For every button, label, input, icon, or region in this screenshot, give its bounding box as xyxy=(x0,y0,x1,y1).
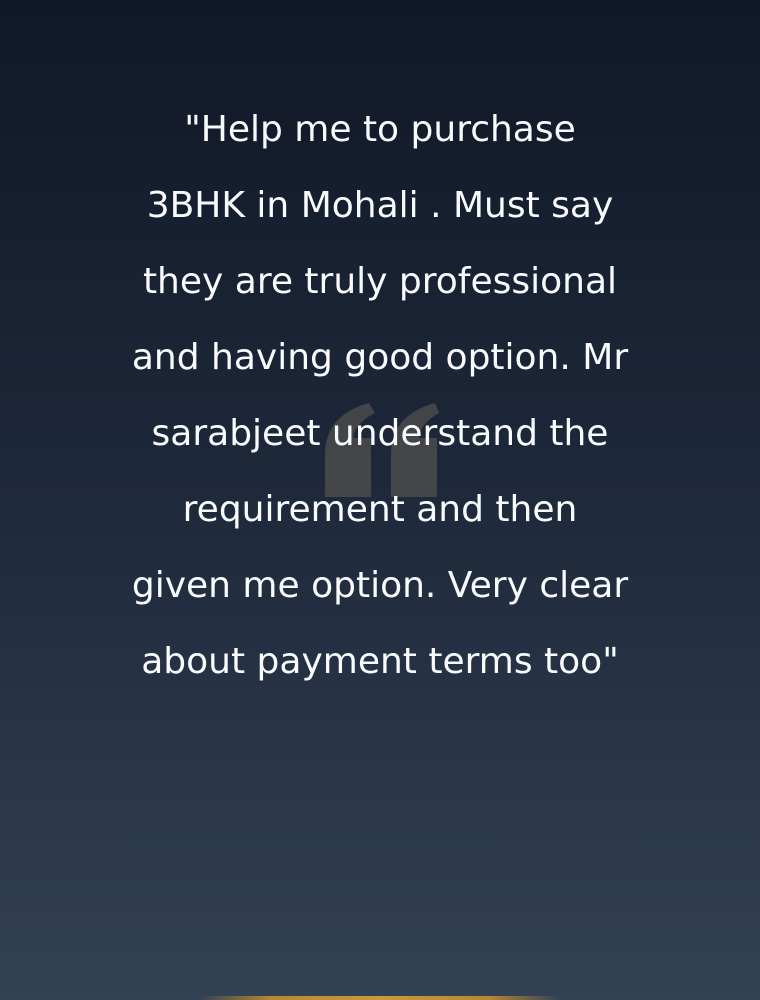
bottom-accent-line xyxy=(200,996,560,1000)
testimonial-quote: "Help me to purchase 3BHK in Mohali . Mu… xyxy=(131,109,629,682)
quote-icon xyxy=(325,403,439,497)
